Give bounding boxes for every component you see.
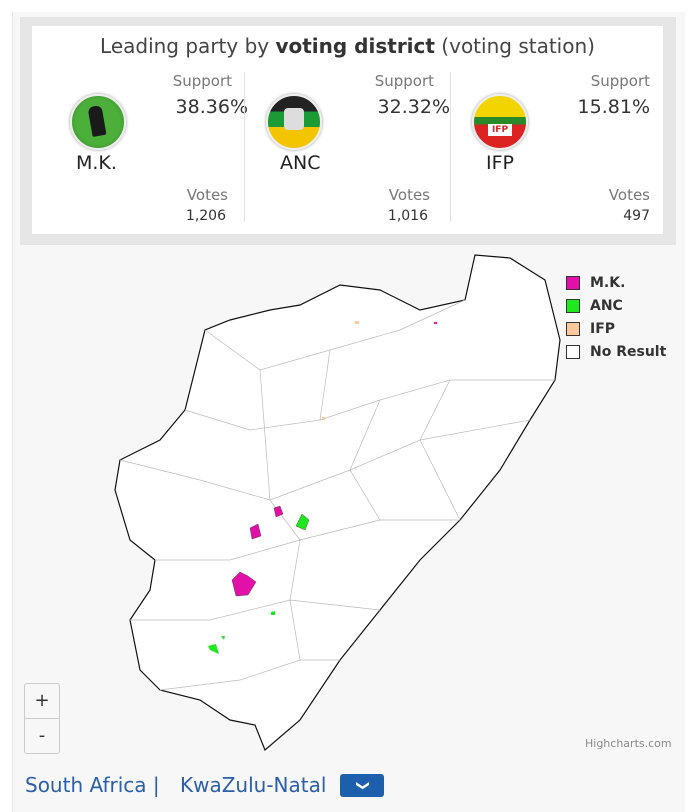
legend-item-mk[interactable]: M.K. <box>566 271 666 294</box>
region-anc <box>271 611 275 615</box>
party-name: M.K. <box>76 152 117 174</box>
highcharts-credit-link[interactable]: Highcharts.com <box>585 737 672 750</box>
breadcrumb-kwazulu-natal[interactable]: KwaZulu-Natal <box>180 773 327 797</box>
region-anc <box>295 513 310 531</box>
region-mk <box>231 571 257 597</box>
votes-value: 1,206 <box>185 208 226 224</box>
party-ifp: IFP IFP Support 15.81% Votes 497 <box>450 72 656 226</box>
votes-label: Votes <box>388 186 430 204</box>
support-value: 38.36% <box>175 96 248 118</box>
support-value: 32.32% <box>377 96 450 118</box>
results-regions[interactable] <box>208 321 437 654</box>
votes-value: 1,016 <box>387 208 428 224</box>
region-mk <box>273 505 284 518</box>
legend-item-ifp[interactable]: IFP <box>566 317 666 340</box>
region-anc <box>208 636 225 654</box>
legend-swatch <box>566 321 580 336</box>
ifp-party-logo-icon: IFP <box>472 94 528 150</box>
party-anc: ANC Support 32.32% Votes 1,016 <box>244 72 450 226</box>
support-label: Support <box>374 72 434 90</box>
legend-item-anc[interactable]: ANC <box>566 294 666 317</box>
support-label: Support <box>172 72 232 90</box>
party-name: ANC <box>280 152 321 174</box>
legend-item-no-result[interactable]: No Result <box>566 340 666 363</box>
region-dropdown-button[interactable]: ❮ <box>340 774 384 797</box>
chevron-down-icon: ❮ <box>354 780 370 791</box>
mk-party-logo-icon <box>70 94 126 150</box>
votes-label: Votes <box>186 186 228 204</box>
legend-swatch <box>566 344 580 359</box>
party-name: IFP <box>486 152 514 174</box>
zoom-out-button[interactable]: - <box>24 718 60 754</box>
votes-label: Votes <box>608 186 650 204</box>
region-mk <box>249 523 262 540</box>
divider <box>244 72 245 222</box>
page-title: Leading party by voting district (voting… <box>100 34 595 58</box>
anc-party-logo-icon <box>266 94 322 150</box>
zoom-in-button[interactable]: + <box>24 683 60 719</box>
map-legend: M.K. ANC IFP No Result <box>566 271 666 363</box>
region-mk <box>434 322 437 324</box>
district-boundaries <box>119 299 555 691</box>
votes-value: 497 <box>623 208 650 224</box>
breadcrumb-south-africa[interactable]: South Africa | <box>25 773 160 797</box>
support-label: Support <box>590 72 650 90</box>
support-value: 15.81% <box>577 96 650 118</box>
province-outline[interactable] <box>114 254 561 752</box>
legend-swatch <box>566 298 580 313</box>
party-mk: M.K. Support 38.36% Votes 1,206 <box>42 72 248 226</box>
kzn-map[interactable] <box>0 245 689 765</box>
summary-card: Leading party by voting district (voting… <box>32 26 663 234</box>
divider <box>450 72 451 222</box>
legend-swatch <box>566 275 580 290</box>
